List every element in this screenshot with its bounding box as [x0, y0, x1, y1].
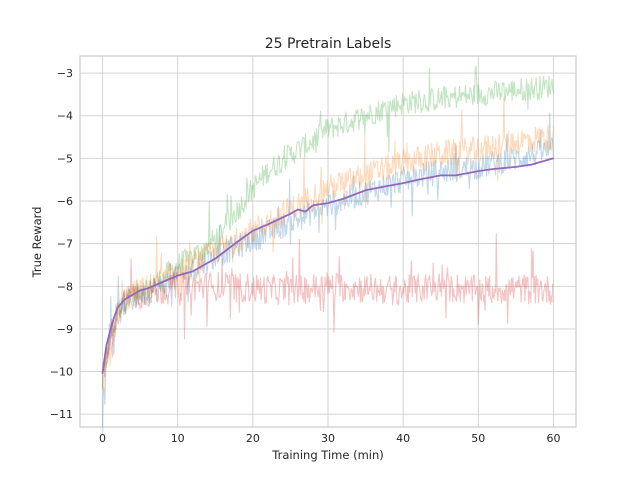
- series-line: [101, 96, 555, 392]
- x-axis-title: Training Time (min): [271, 448, 384, 462]
- tick-labels: 0 10 20 30 40 50 60 −11 −10 −9 −8 −7 −6 −5 −4 −3: [50, 67, 561, 445]
- series-line: [101, 65, 555, 390]
- series-line: [101, 233, 554, 387]
- mean-series: [101, 157, 554, 374]
- run-series: [101, 65, 555, 390]
- x-tick-label: 50: [471, 432, 485, 445]
- y-tick-label: −9: [57, 323, 73, 336]
- y-tick-label: −6: [57, 195, 73, 208]
- series-layer: [101, 65, 555, 435]
- y-tick-label: −7: [57, 238, 73, 251]
- mean-line: [101, 157, 554, 374]
- run-series: [101, 96, 555, 392]
- y-tick-label: −10: [50, 366, 73, 379]
- chart-title: 25 Pretrain Labels: [265, 36, 392, 52]
- x-tick-label: 10: [171, 432, 185, 445]
- y-tick-label: −8: [57, 280, 73, 293]
- x-tick-label: 0: [99, 432, 106, 445]
- x-tick-label: 40: [396, 432, 410, 445]
- x-tick-label: 20: [246, 432, 260, 445]
- grid: [80, 56, 576, 427]
- x-tick-label: 30: [321, 432, 335, 445]
- y-axis-title: True Reward: [30, 207, 44, 279]
- x-tick-label: 60: [546, 432, 560, 445]
- y-tick-label: −11: [50, 408, 73, 421]
- y-tick-label: −3: [57, 67, 73, 80]
- run-series: [101, 233, 554, 387]
- y-tick-label: −4: [57, 110, 73, 123]
- y-tick-label: −5: [57, 152, 73, 165]
